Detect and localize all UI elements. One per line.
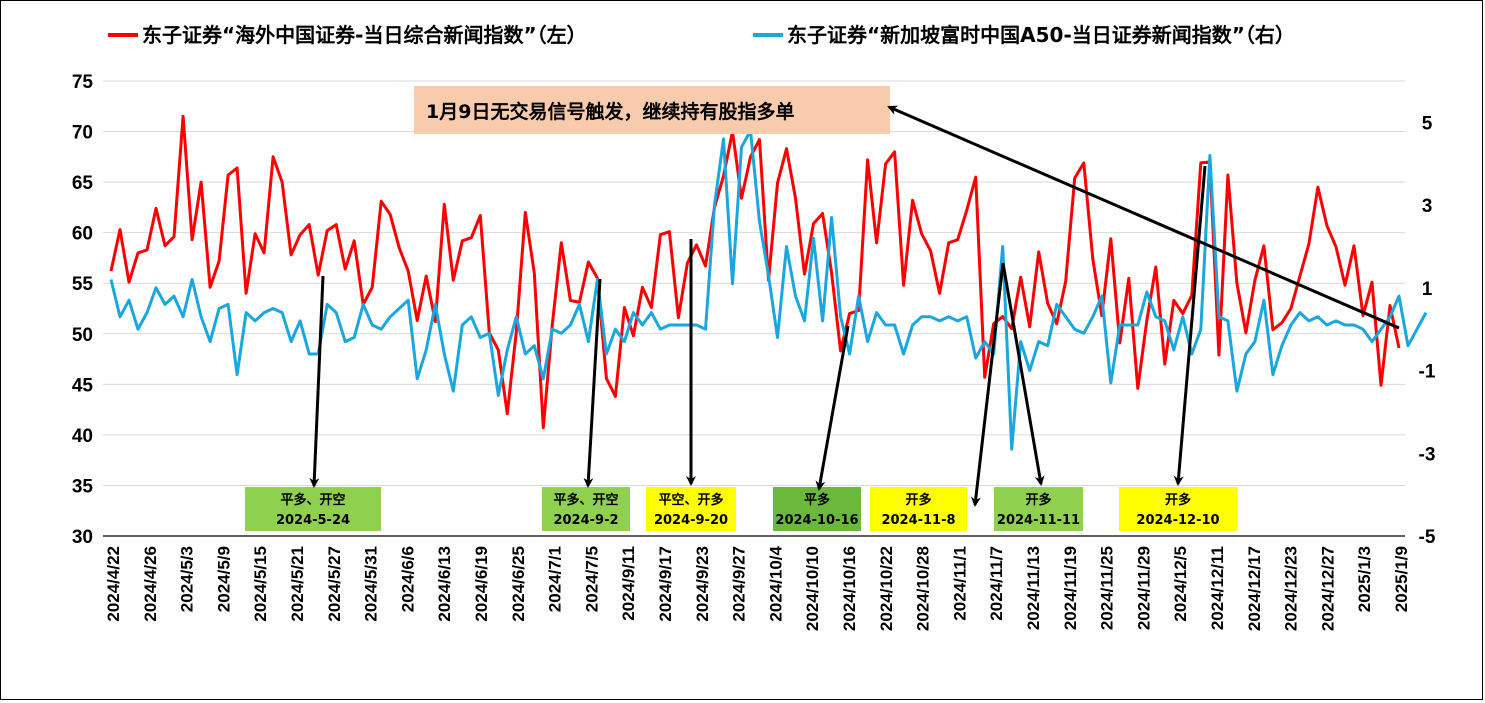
annotation-box: 平多 2024-10-16: [773, 487, 861, 531]
x-tick-label: 2024/6/25: [509, 546, 528, 622]
note-text: 1月9日无交易信号触发，继续持有股指多单: [426, 100, 794, 123]
x-tick-label: 2024/12/17: [1245, 546, 1264, 631]
annotation-bg: [773, 487, 861, 531]
annotation-bg: [870, 487, 967, 531]
x-tick-label: 2024/11/19: [1061, 546, 1080, 630]
callout-arrow: [1173, 165, 1207, 486]
x-tick-label: 2024/12/23: [1282, 546, 1301, 631]
x-tick-label: 2024/12/5: [1171, 546, 1190, 622]
x-tick-label: 2024/9/23: [693, 546, 712, 622]
y-right-tick-label: -3: [1419, 444, 1436, 465]
annotation-box: 开多 2024-11-11: [994, 487, 1083, 531]
x-tick-label: 2024/9/11: [619, 546, 638, 621]
annotation-bg: [646, 487, 736, 531]
annotation-action: 开多: [1165, 492, 1191, 508]
annotation-action: 平空、开多: [658, 492, 723, 508]
annotation-action: 平多: [804, 492, 830, 508]
x-tick-label: 2024/11/7: [987, 546, 1006, 621]
annotation-box: 开多 2024-12-10: [1119, 487, 1237, 531]
x-tick-label: 2024/11/1: [950, 546, 969, 621]
annotation-date: 2024-12-10: [1136, 513, 1219, 528]
x-tick-label: 2025/1/9: [1392, 546, 1411, 612]
annotation-date: 2024-10-16: [775, 513, 858, 528]
x-tick-label: 2024/10/28: [914, 546, 933, 631]
annotation-bg: [245, 487, 381, 531]
x-tick-label: 2024/6/13: [435, 546, 454, 622]
x-tick-label: 2024/10/10: [803, 546, 822, 631]
callout-arrow: [815, 325, 850, 491]
y-left-tick-label: 55: [72, 274, 94, 295]
annotation-bg: [542, 487, 630, 531]
annotation-action: 开多: [905, 492, 931, 508]
note-box: [414, 86, 890, 134]
x-tick-label: 2024/11/29: [1134, 546, 1153, 630]
callout-arrow: [1001, 262, 1045, 486]
callout-arrow: [309, 275, 325, 488]
x-tick-label: 2025/1/3: [1355, 546, 1374, 612]
y-left-tick-label: 40: [72, 426, 93, 447]
x-tick-label: 2024/9/17: [656, 546, 675, 622]
x-tick-label: 2024/10/22: [877, 546, 896, 631]
x-tick-label: 2024/5/27: [325, 546, 344, 622]
y-right-tick-label: 3: [1422, 196, 1433, 217]
series-line-left: [109, 114, 1401, 430]
x-tick-label: 2024/4/22: [104, 546, 123, 622]
legend-label-left: 东子证券“海外中国证券-当日综合新闻指数”（左）: [142, 23, 587, 47]
x-tick-label: 2024/5/31: [362, 546, 381, 622]
y-left-tick-label: 50: [72, 325, 93, 346]
annotation-box: 开多 2024-11-8: [870, 487, 967, 531]
callout-arrow: [583, 278, 602, 488]
y-left-tick-label: 60: [72, 224, 93, 245]
x-tick-label: 2024/5/9: [214, 546, 233, 612]
x-tick-label: 2024/6/19: [472, 546, 491, 622]
annotation-date: 2024-9-20: [654, 513, 728, 528]
y-left-tick-label: 70: [72, 123, 93, 144]
annotation-bg: [1119, 487, 1237, 531]
x-tick-label: 2024/4/26: [141, 546, 160, 622]
x-tick-label: 2024/10/4: [766, 545, 785, 621]
x-tick-label: 2024/11/13: [1024, 546, 1043, 630]
annotation-date: 2024-9-2: [553, 513, 618, 528]
callout-arrow: [970, 262, 1005, 507]
y-right-tick-label: -5: [1419, 527, 1436, 548]
callout-arrow: [887, 105, 1400, 330]
annotation-bg: [994, 487, 1083, 531]
y-left-tick-label: 45: [72, 375, 94, 396]
x-tick-label: 2024/12/27: [1318, 546, 1337, 631]
annotation-date: 2024-11-11: [997, 513, 1080, 528]
x-tick-label: 2024/7/1: [546, 546, 565, 612]
annotation-box: 平空、开多 2024-9-20: [646, 487, 736, 531]
x-tick-label: 2024/10/16: [840, 546, 859, 631]
annotation-action: 平多、开空: [553, 492, 618, 508]
annotation-action: 平多、开空: [280, 492, 345, 508]
x-tick-label: 2024/5/3: [178, 546, 197, 612]
annotation-box: 平多、开空 2024-9-2: [542, 487, 630, 531]
y-left-tick-label: 30: [72, 527, 93, 548]
x-tick-label: 2024/7/5: [582, 546, 601, 612]
x-tick-label: 2024/5/15: [251, 546, 270, 622]
annotation-action: 开多: [1025, 492, 1051, 508]
annotation-date: 2024-11-8: [881, 513, 955, 528]
x-tick-label: 2024/6/6: [398, 546, 417, 612]
y-right-tick-label: 5: [1422, 113, 1433, 134]
x-tick-label: 2024/5/21: [288, 546, 307, 622]
y-right-tick-label: 1: [1422, 279, 1433, 300]
y-right-tick-label: -1: [1419, 362, 1436, 383]
annotation-box: 平多、开空 2024-5-24: [245, 487, 381, 531]
y-left-tick-label: 35: [72, 476, 94, 497]
x-tick-label: 2024/9/27: [730, 546, 749, 622]
x-tick-label: 2024/11/25: [1098, 546, 1117, 630]
legend-label-right: 东子证券“新加坡富时中国A50-当日证券新闻指数”（右）: [787, 23, 1295, 47]
x-tick-label: 2024/12/11: [1208, 546, 1227, 630]
series-line-right: [109, 129, 1428, 451]
annotation-date: 2024-5-24: [276, 513, 350, 528]
y-left-tick-label: 65: [72, 173, 94, 194]
y-left-tick-label: 75: [72, 72, 94, 93]
